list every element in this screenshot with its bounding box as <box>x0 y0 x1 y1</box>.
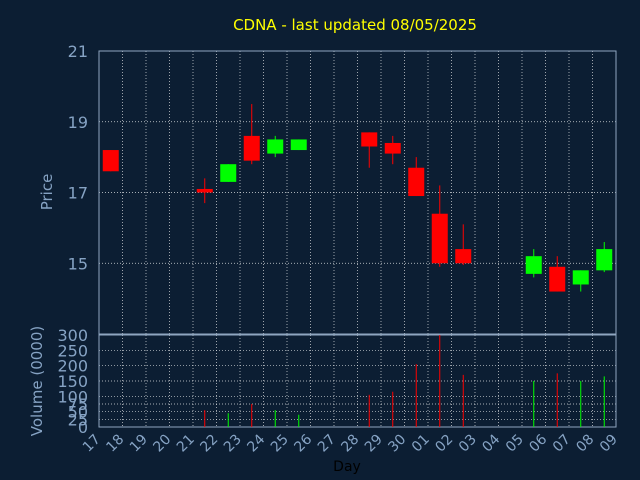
x-tick-label: 19 <box>127 432 151 456</box>
volume-tick-label: 0 <box>78 418 88 437</box>
volume-tick-label: 150 <box>57 372 88 391</box>
chart-title: CDNA - last updated 08/05/2025 <box>233 16 477 34</box>
price-tick-label: 21 <box>68 42 88 61</box>
price-tick-label: 19 <box>68 113 88 132</box>
x-tick-label: 01 <box>409 432 433 456</box>
x-tick-label: 18 <box>103 432 127 456</box>
price-panel: 15 17 19 21 <box>68 42 617 335</box>
x-tick-label: 29 <box>362 432 386 456</box>
candle-down <box>431 213 448 264</box>
volume-tick-label: 75 <box>68 395 88 414</box>
candle-down <box>455 249 472 264</box>
x-tick-label: 04 <box>479 431 503 455</box>
candle-up <box>525 256 542 274</box>
x-tick-label: 08 <box>573 432 597 456</box>
candle-down <box>549 266 566 292</box>
price-tick-label: 15 <box>68 254 88 273</box>
x-tick-label: 07 <box>550 432 574 456</box>
x-tick-label: 23 <box>221 432 245 456</box>
candle-down <box>243 135 260 161</box>
candle-down <box>102 150 119 172</box>
x-tick-label: 03 <box>456 432 480 456</box>
volume-tick-label: 50 <box>68 403 88 422</box>
x-tick-label: 02 <box>432 432 456 456</box>
x-tick-label: 25 <box>268 432 292 456</box>
price-axis-label: Price <box>38 174 56 211</box>
x-tick-label: 28 <box>338 432 362 456</box>
volume-tick-label: 250 <box>57 341 88 360</box>
x-tick-label: 24 <box>244 431 268 455</box>
candle-down <box>384 142 401 154</box>
volume-panel-frame <box>98 334 617 428</box>
candle-up <box>267 139 284 154</box>
x-tick-label: 06 <box>526 431 550 455</box>
price-tick-label: 17 <box>68 184 88 203</box>
x-tick-label: 20 <box>150 432 174 456</box>
volume-tick-label: 200 <box>57 357 88 376</box>
candle-up <box>572 270 589 285</box>
x-tick-label: 27 <box>315 432 339 456</box>
candle-up <box>596 249 613 271</box>
volume-tick-label: 300 <box>57 326 88 345</box>
candle-down <box>196 188 213 193</box>
candle-up <box>290 139 307 151</box>
x-tick-label: 30 <box>385 432 409 456</box>
x-axis-label: Day <box>333 459 361 475</box>
x-tick-label: 26 <box>291 431 315 455</box>
x-tick-label: 05 <box>503 432 527 456</box>
price-panel-frame <box>98 50 617 335</box>
volume-tick-label: 25 <box>68 410 88 429</box>
x-tick-label: 22 <box>197 432 221 456</box>
x-tick-label: 21 <box>174 432 198 456</box>
volume-axis-label: Volume (0000) <box>28 326 46 436</box>
x-axis: 17 18 19 20 21 22 23 24 25 26 27 28 29 30 01 02 03 04 05 06… <box>80 431 621 455</box>
candle-up <box>220 164 237 182</box>
candle-down <box>408 167 425 197</box>
x-tick-label: 09 <box>597 432 621 456</box>
candle-down <box>361 132 378 147</box>
volume-tick-label: 100 <box>57 387 88 406</box>
